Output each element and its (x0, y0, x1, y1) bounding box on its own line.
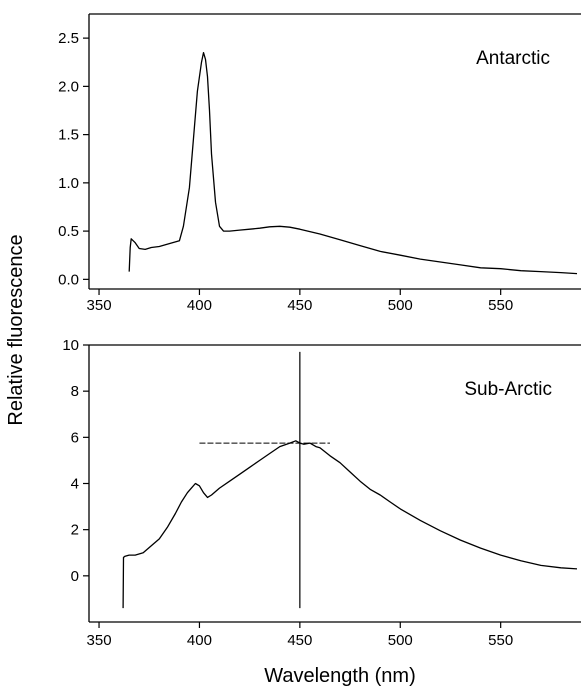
spectrum-line (122, 440, 578, 609)
y-tick-label: 1.5 (58, 127, 79, 144)
antarctic-panel: 350 400 450 500 550 0.0 0.5 1.0 1.5 2.0 2.5 Antarct… (58, 13, 581, 314)
x-tick-label: 350 (87, 632, 112, 649)
x-tick-label: 450 (287, 632, 312, 649)
y-tick-label: 0 (71, 568, 79, 585)
x-tick-label: 500 (388, 297, 413, 314)
x-tick-label: 550 (488, 632, 513, 649)
y-axis-title: Relative fluorescence (5, 234, 27, 425)
x-tick-label: 550 (488, 297, 513, 314)
panel-annotation: Sub-Arctic (464, 379, 552, 400)
y-tick-label: 2.0 (58, 78, 79, 95)
y-tick-label: 6 (71, 429, 79, 446)
x-tick-label: 500 (388, 632, 413, 649)
spectrum-line (128, 51, 578, 275)
x-axis-title: Wavelength (nm) (264, 665, 416, 687)
y-tick-label: 4 (71, 476, 79, 493)
y-tick-label: 2.5 (58, 30, 79, 47)
sub-arctic-panel: 350 400 450 500 550 0 2 4 6 8 10 Sub-Arctic (62, 337, 581, 649)
y-tick-label: 0.0 (58, 271, 79, 288)
x-tick-label: 450 (287, 297, 312, 314)
x-tick-label: 350 (87, 297, 112, 314)
x-tick-label: 400 (187, 632, 212, 649)
y-tick-label: 1.0 (58, 175, 79, 192)
x-tick-label: 400 (187, 297, 212, 314)
panel-annotation: Antarctic (476, 48, 550, 69)
y-tick-label: 10 (62, 337, 79, 354)
y-tick-label: 2 (71, 522, 79, 539)
y-tick-label: 8 (71, 383, 79, 400)
y-tick-label: 0.5 (58, 223, 79, 240)
